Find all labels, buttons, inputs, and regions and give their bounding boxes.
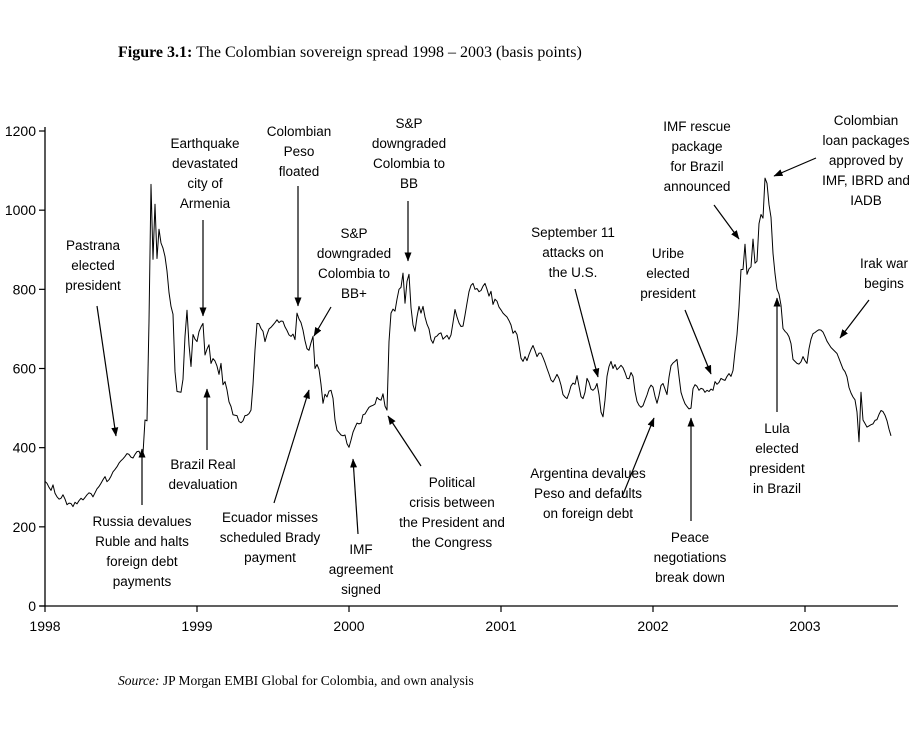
- annotation-arrow-irak-war: [839, 299, 870, 339]
- figure-number: Figure 3.1:: [118, 44, 193, 61]
- annotation-arrow-argentina-default: [621, 417, 655, 498]
- x-tick-label: 2001: [485, 618, 516, 634]
- annotation-peace-breakdown: Peace negotiations break down: [653, 530, 727, 585]
- y-tick-label: 600: [13, 361, 37, 377]
- figure-title-text: The Colombian sovereign spread 1998 – 20…: [192, 44, 582, 61]
- annotation-uribe-elected: Uribe elected president: [640, 246, 696, 301]
- annotation-loan-packages: Colombian loan packages approved by IMF,…: [822, 113, 910, 208]
- annotation-armenia-earthquake: Earthquake devastated city of Armenia: [170, 136, 240, 211]
- y-tick-label: 800: [13, 281, 37, 297]
- y-tick-label: 0: [28, 598, 36, 614]
- y-tick-label: 200: [13, 519, 37, 535]
- annotation-pastrana: Pastrana elected president: [65, 238, 121, 293]
- annotation-arrow-september-11: [574, 288, 600, 378]
- annotation-arrow-political-crisis: [387, 415, 422, 467]
- axes: 0 200 400 600 800 1000 1200 1998 1999 2000 2001 200…: [5, 123, 898, 634]
- figure-caption: Figure 3.1: The Colombian sovereign spre…: [118, 44, 582, 62]
- y-tick-label: 1200: [5, 123, 36, 139]
- annotation-russia-devalues: Russia devalues Ruble and halts foreign …: [92, 514, 192, 589]
- annotation-brazil-real: Brazil Real devaluation: [168, 457, 238, 492]
- annotation-political-crisis: Political crisis between the President a…: [399, 475, 505, 550]
- annotation-imf-agreement: IMF agreement signed: [328, 542, 394, 597]
- x-tick-label: 1998: [29, 618, 60, 634]
- spread-line: [44, 177, 892, 508]
- x-tick-label: 2000: [333, 618, 364, 634]
- source-label: Source:: [118, 673, 160, 688]
- y-tick-label: 400: [13, 440, 37, 456]
- source-text: JP Morgan EMBI Global for Colombia, and …: [159, 673, 474, 688]
- annotation-arrow-imf-brazil-rescue: [713, 204, 740, 240]
- annotation-arrow-uribe-elected: [684, 309, 712, 375]
- x-tick-label: 1999: [181, 618, 212, 634]
- annotation-arrow-loan-packages: [773, 157, 817, 177]
- annotation-sp-bb-plus: S&P downgraded Colombia to BB+: [316, 226, 392, 301]
- annotation-argentina-default: Argentina devalues Peso and defaults on …: [530, 466, 646, 521]
- annotation-irak-war: Irak war begins: [859, 256, 909, 291]
- annotation-september-11: September 11 attacks on the U.S.: [531, 225, 615, 280]
- x-tick-label: 2002: [637, 618, 668, 634]
- annotation-lula-elected: Lula elected president in Brazil: [749, 421, 805, 496]
- annotation-peso-floated: Colombian Peso floated: [266, 124, 332, 179]
- annotation-sp-bb: S&P downgraded Colombia to BB: [371, 116, 447, 191]
- figure-source: Source: JP Morgan EMBI Global for Colomb…: [118, 673, 474, 689]
- annotation-imf-brazil-rescue: IMF rescue package for Brazil announced: [663, 119, 731, 194]
- annotation-arrow-pastrana: [96, 305, 119, 437]
- annotation-arrow-sp-bb-plus: [313, 306, 332, 337]
- spread-polyline: [44, 177, 892, 508]
- annotation-arrow-ecuador-brady: [273, 389, 310, 504]
- y-tick-label: 1000: [5, 202, 36, 218]
- x-tick-label: 2003: [789, 618, 820, 634]
- annotation-arrow-imf-agreement: [350, 458, 359, 535]
- annotation-arrows: [96, 157, 870, 535]
- annotation-ecuador-brady: Ecuador misses scheduled Brady payment: [219, 510, 321, 565]
